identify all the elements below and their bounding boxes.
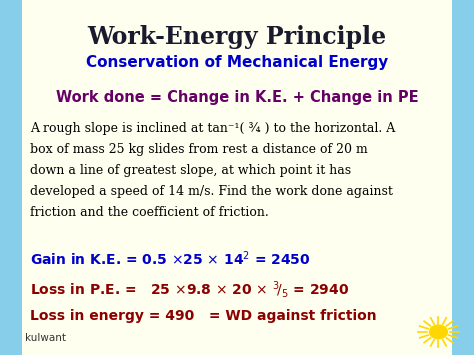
FancyBboxPatch shape (0, 0, 22, 355)
Text: Conservation of Mechanical Energy: Conservation of Mechanical Energy (86, 55, 388, 70)
Text: Work-Energy Principle: Work-Energy Principle (87, 25, 387, 49)
Text: Loss in P.E. =   25 $\times$9.8 $\times$ 20 $\times$ $^3\!/_5$ = 2940: Loss in P.E. = 25 $\times$9.8 $\times$ 2… (30, 279, 349, 300)
Text: Loss in energy = 490   = WD against friction: Loss in energy = 490 = WD against fricti… (30, 309, 377, 323)
Text: down a line of greatest slope, at which point it has: down a line of greatest slope, at which … (30, 164, 351, 177)
Text: friction and the coefficient of friction.: friction and the coefficient of friction… (30, 206, 269, 219)
Text: Work done = Change in K.E. + Change in PE: Work done = Change in K.E. + Change in P… (55, 90, 419, 105)
Text: Gain in K.E. = 0.5 $\times$25 $\times$ 14$^2$ = 2450: Gain in K.E. = 0.5 $\times$25 $\times$ 1… (30, 249, 310, 268)
FancyBboxPatch shape (452, 0, 474, 355)
Text: A rough slope is inclined at tan⁻¹( ¾ ) to the horizontal. A: A rough slope is inclined at tan⁻¹( ¾ ) … (30, 122, 395, 135)
Circle shape (429, 325, 447, 339)
Text: kulwant: kulwant (25, 333, 66, 343)
Text: developed a speed of 14 m/s. Find the work done against: developed a speed of 14 m/s. Find the wo… (30, 185, 393, 198)
Text: box of mass 25 kg slides from rest a distance of 20 m: box of mass 25 kg slides from rest a dis… (30, 143, 368, 156)
